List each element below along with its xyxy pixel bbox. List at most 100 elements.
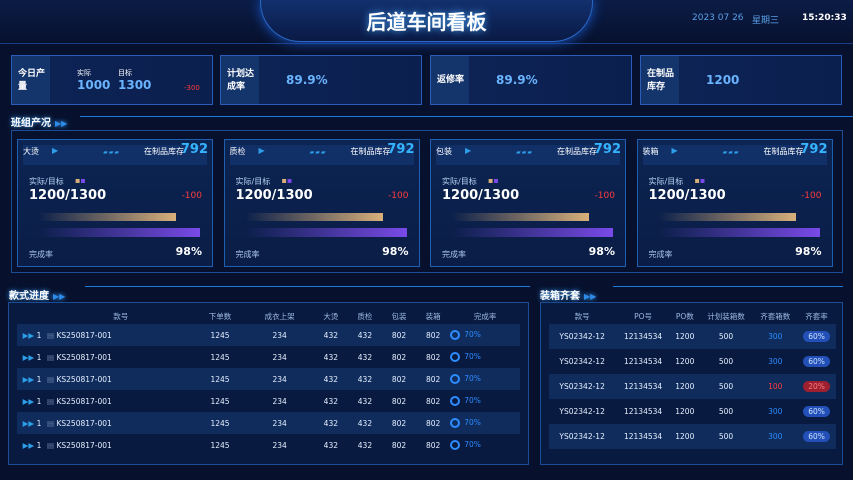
- stock-value: 792: [800, 142, 828, 157]
- double-arrow-icon: ▶: [258, 146, 265, 155]
- po-number: 12134534: [615, 424, 671, 449]
- rate-label: 完成率: [648, 250, 673, 259]
- table-row[interactable]: ▶▶ 1 ▤ KS250817-001 1245 234 432 432 802…: [17, 324, 520, 346]
- po-number: 12134534: [623, 407, 663, 416]
- style-code: YS02342-12: [559, 357, 605, 366]
- stripes-icon: ▰▰▰: [309, 149, 327, 156]
- po-qty: 1200: [670, 424, 699, 449]
- document-icon: ▤: [47, 418, 57, 428]
- complete-boxes: 300: [768, 357, 783, 366]
- completion-rate: 70%: [464, 396, 481, 405]
- boxing-panel: 款号 PO号 PO数 计划装箱数 齐套箱数 齐套率 YS02342-12 12134534…: [540, 302, 843, 465]
- table-row[interactable]: ▶▶ 1 ▤ KS250817-001 1245 234 432 432 802…: [17, 390, 520, 412]
- completion-rate: 70%: [464, 330, 481, 339]
- ironing-qty: 432: [323, 352, 338, 362]
- double-arrow-icon: ▶▶: [22, 330, 37, 340]
- stock-label: 在制品库存: [350, 147, 391, 156]
- column-header: 质检: [357, 311, 373, 321]
- table-row[interactable]: YS02342-12 12134534 1200 500 300 60%: [549, 424, 836, 449]
- rate-badge: 60%: [803, 356, 830, 367]
- column-header: 大烫: [323, 311, 339, 321]
- rate-value: 98%: [175, 245, 202, 258]
- ironing-qty: 432: [313, 324, 348, 346]
- kpi-value: 89.9%: [496, 73, 538, 87]
- box-qty: 802: [426, 352, 441, 362]
- document-icon: ▤: [47, 330, 57, 340]
- target-bar: [38, 228, 200, 237]
- double-arrow-icon: ▶▶: [22, 440, 37, 450]
- po-number: 12134534: [615, 324, 671, 349]
- qc-qty: 432: [357, 396, 373, 406]
- team-name: 质检: [229, 147, 246, 156]
- style-code: KS250817-001: [56, 352, 112, 362]
- legend-dots-icon: ▪▪: [488, 176, 499, 185]
- rate-label: 完成率: [235, 250, 260, 259]
- pack-qty: 802: [391, 440, 407, 450]
- rate-value: 98%: [588, 245, 615, 258]
- order-qty: 1245: [210, 396, 230, 406]
- divider: [80, 116, 853, 117]
- pack-qty: 802: [391, 352, 407, 362]
- complete-boxes: 300: [768, 407, 783, 416]
- po-qty: 1200: [670, 324, 699, 349]
- progress-ring-icon: [450, 396, 461, 406]
- legend-dots-icon: ▪▪: [281, 176, 293, 185]
- planned-boxes: 500: [698, 374, 754, 399]
- row-index: 1: [36, 396, 42, 406]
- planned-boxes: 500: [718, 407, 734, 416]
- order-qty: 1245: [210, 352, 230, 362]
- table-row[interactable]: ▶▶ 1 ▤ KS250817-001 1245 234 432 432 802…: [17, 434, 520, 456]
- kpi-label: 计划达成率: [221, 56, 259, 104]
- table-row[interactable]: YS02342-12 12134534 1200 500 300 60%: [549, 324, 836, 349]
- ratio-value: 1200/1300: [29, 188, 107, 203]
- stripes-icon: ▰▰▰: [103, 149, 120, 156]
- kpi-repair-rate: 返修率 89.9%: [430, 55, 632, 105]
- double-arrow-icon: ▶: [465, 146, 472, 155]
- team-name: 大烫: [23, 147, 39, 156]
- stripes-icon: ▰▰▰: [516, 149, 533, 156]
- table-row[interactable]: YS02342-12 12134534 1200 500 100 20%: [549, 374, 836, 399]
- planned-boxes: 500: [698, 424, 754, 449]
- target-bar: [451, 228, 613, 237]
- team-name: 装箱: [642, 147, 659, 156]
- ratio-value: 1200/1300: [648, 188, 726, 203]
- kpi-value: 89.9%: [286, 73, 328, 87]
- order-qty: 1245: [194, 324, 246, 346]
- stock-label: 在制品库存: [557, 147, 597, 156]
- complete-boxes: 100: [753, 374, 798, 399]
- table-row[interactable]: YS02342-12 12134534 1200 500 300 60%: [549, 349, 836, 374]
- column-header: 成衣上架: [264, 311, 295, 321]
- document-icon: ▤: [47, 352, 57, 362]
- card-header: [23, 145, 207, 165]
- rate-badge: 60%: [803, 431, 830, 442]
- double-arrow-icon: ▶▶: [22, 374, 37, 384]
- table-row[interactable]: YS02342-12 12134534 1200 500 300 60%: [549, 399, 836, 424]
- table-row[interactable]: ▶▶ 1 ▤ KS250817-001 1245 234 432 432 802…: [17, 346, 520, 368]
- ratio-label: 实际/目标: [442, 177, 477, 186]
- shelf-qty: 234: [272, 440, 287, 450]
- table-row[interactable]: ▶▶ 1 ▤ KS250817-001 1245 234 432 432 802…: [17, 412, 520, 434]
- pack-qty: 802: [382, 412, 417, 434]
- section-title: 班组产况: [11, 118, 51, 129]
- completion-rate: 70%: [464, 352, 481, 361]
- kpi-value: 1200: [706, 73, 740, 87]
- divider: [85, 286, 530, 287]
- column-header: 款号: [574, 311, 590, 321]
- double-arrow-icon: ▶▶: [53, 292, 66, 301]
- date: 2023 07 26: [692, 13, 744, 23]
- card-header: [642, 145, 827, 165]
- ratio-label: 实际/目标: [235, 177, 271, 186]
- page-title: 后道车间看板: [366, 10, 487, 34]
- boxing-table: 款号 PO号 PO数 计划装箱数 齐套箱数 齐套率 YS02342-12 12134534…: [549, 308, 836, 449]
- double-arrow-icon: ▶▶: [584, 292, 597, 301]
- stock-label: 在制品库存: [144, 147, 184, 156]
- team-card: 包装 ▶ ▰▰▰ 在制品库存 792 实际/目标 ▪▪ 1200/1300 -1…: [430, 139, 626, 267]
- column-header: 装箱: [425, 311, 441, 321]
- style-code: KS250817-001: [56, 418, 112, 428]
- divider: [613, 286, 843, 287]
- table-row[interactable]: ▶▶ 1 ▤ KS250817-001 1245 234 432 432 802…: [17, 368, 520, 390]
- progress-ring-icon: [450, 330, 461, 340]
- kpi-wip: 在制品库存 1200: [640, 55, 842, 105]
- row-index: 1: [36, 352, 42, 362]
- pack-qty: 802: [382, 368, 417, 390]
